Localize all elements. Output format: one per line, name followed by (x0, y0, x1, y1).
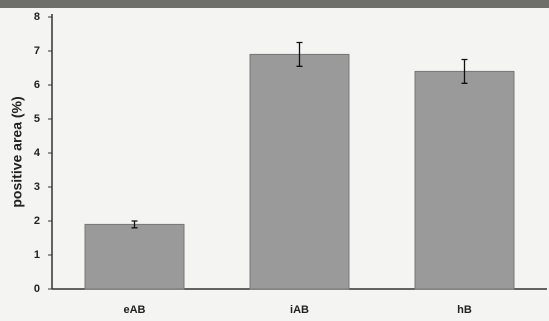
y-tick-label: 7 (34, 45, 40, 57)
x-tick-label: iAB (290, 304, 309, 316)
y-tick-label: 5 (34, 113, 40, 125)
y-tick-label: 8 (34, 11, 40, 23)
y-tick-label: 0 (34, 283, 40, 295)
image-strip (0, 0, 549, 8)
chart: positive area (%) 0 1 2 3 4 5 6 7 8 eAB iAB hB (0, 0, 549, 321)
y-tick-label: 4 (34, 147, 41, 159)
y-tick-label: 6 (34, 79, 40, 91)
y-tick-label: 1 (34, 249, 40, 261)
bar (85, 224, 184, 289)
x-tick-label: eAB (123, 304, 145, 316)
bar (415, 71, 514, 289)
y-axis-label: positive area (%) (9, 96, 25, 207)
x-tick-label: hB (457, 304, 472, 316)
y-tick-label: 2 (34, 215, 40, 227)
y-tick-label: 3 (34, 181, 40, 193)
bar (250, 54, 349, 289)
